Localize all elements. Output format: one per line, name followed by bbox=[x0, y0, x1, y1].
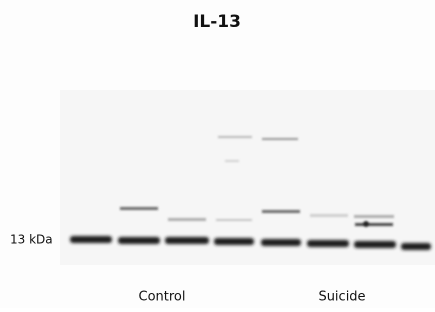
band bbox=[401, 243, 431, 250]
faint-band bbox=[120, 207, 158, 210]
faint-band bbox=[262, 210, 300, 213]
faint-band bbox=[310, 214, 348, 217]
faint-band bbox=[262, 138, 298, 140]
band bbox=[214, 238, 254, 245]
band bbox=[118, 237, 160, 244]
title: IL-13 bbox=[193, 12, 241, 32]
faint-band bbox=[354, 215, 394, 218]
faint-band bbox=[225, 160, 239, 162]
band bbox=[307, 240, 349, 247]
blot-figure: IL-13 13 kDa Control Suicide bbox=[0, 0, 435, 308]
band bbox=[165, 237, 209, 244]
faint-band bbox=[168, 218, 206, 221]
band bbox=[70, 236, 112, 243]
band bbox=[354, 241, 396, 248]
band bbox=[261, 239, 301, 246]
page: IL-13 13 kDa Control Suicide (() => { co… bbox=[0, 0, 435, 308]
faint-band bbox=[218, 136, 252, 138]
group-label: Control bbox=[139, 290, 186, 305]
marker-label: 13 kDa bbox=[10, 233, 53, 247]
group-label: Suicide bbox=[318, 290, 365, 305]
blot-spot bbox=[363, 221, 369, 227]
faint-band bbox=[216, 219, 252, 221]
faint-band bbox=[355, 223, 393, 226]
